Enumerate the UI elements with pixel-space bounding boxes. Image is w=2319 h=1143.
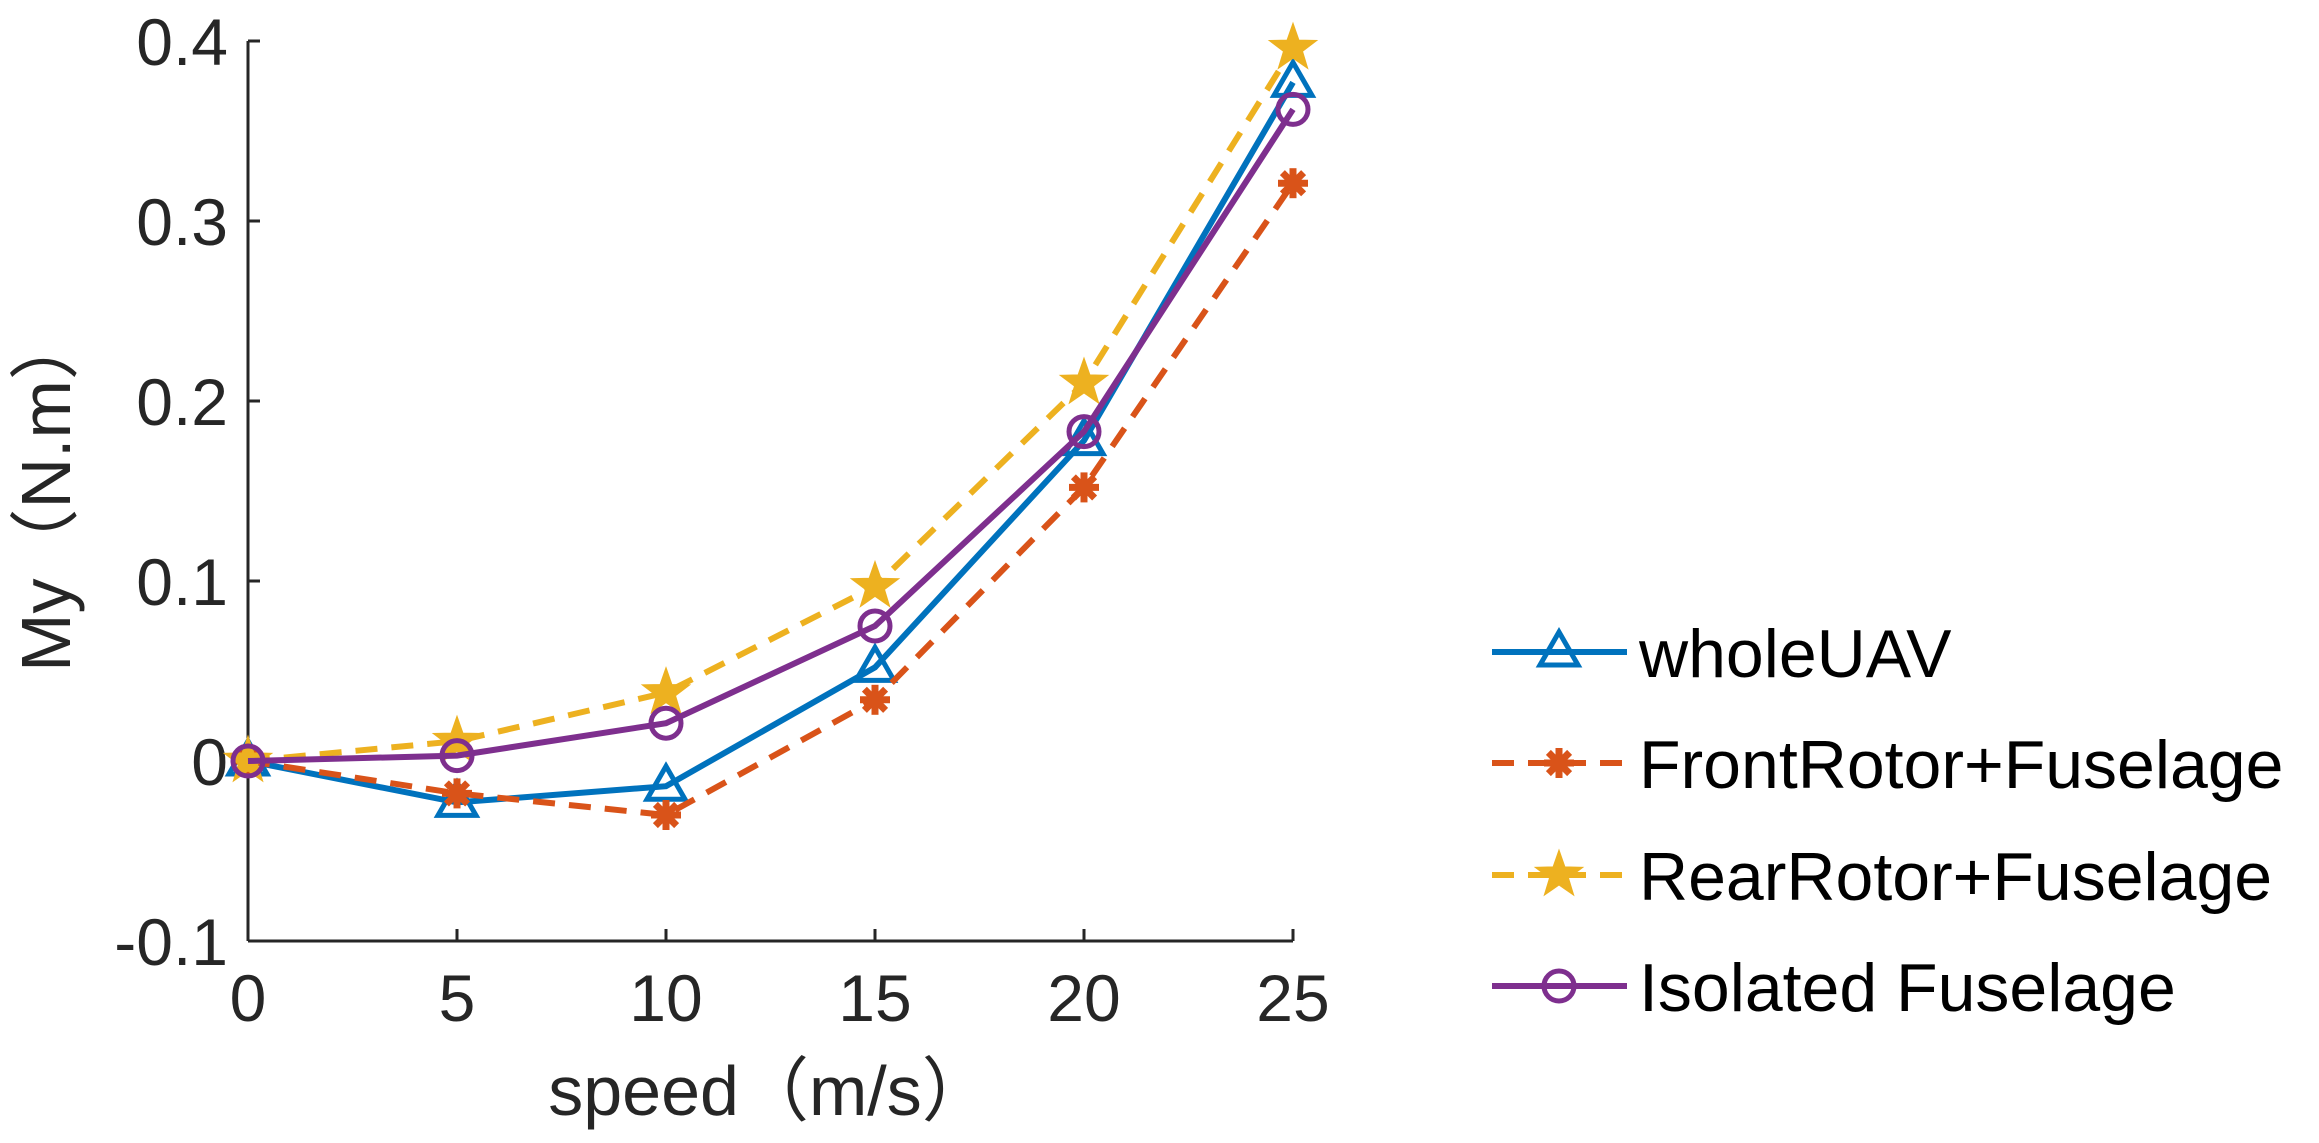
- legend-marker-asterisk-icon: [1544, 748, 1574, 778]
- legend-label: Isolated Fuselage: [1639, 950, 2176, 1026]
- data-point: [1066, 414, 1102, 450]
- data-point: [640, 666, 692, 715]
- series-line: [247, 107, 1296, 764]
- legend-marker-star-icon: [1533, 848, 1585, 897]
- data-point: [851, 642, 899, 683]
- x-tick-label: 20: [1047, 961, 1120, 1035]
- data-point: [849, 559, 901, 608]
- asterisk-stroke: [861, 686, 889, 713]
- series-line: [247, 80, 1296, 806]
- data-point: [439, 738, 475, 774]
- asterisk-stroke: [1070, 474, 1098, 501]
- legend-item: RearRotor+Fuselage: [1492, 839, 2272, 915]
- x-tick-label: 15: [838, 961, 911, 1035]
- series-group: [222, 21, 1319, 830]
- data-point: [651, 800, 681, 830]
- data-point: [642, 761, 690, 802]
- legend-marker-triangle-icon: [1535, 626, 1583, 668]
- y-axis-label: My（N.m）: [7, 310, 85, 672]
- axes: 0 5 10 15 20 25-0.100.10.20.30.4: [114, 5, 1329, 1035]
- x-tick-label: 0: [230, 961, 267, 1035]
- data-point: [1278, 168, 1308, 199]
- y-tick-label: 0.2: [136, 365, 228, 439]
- legend-label: wholeUAV: [1638, 616, 1952, 692]
- data-point: [442, 778, 472, 809]
- legend-label: RearRotor+Fuselage: [1639, 839, 2272, 915]
- y-tick-label: 0.3: [136, 185, 228, 259]
- data-point: [1069, 472, 1099, 503]
- data-point: [1275, 91, 1311, 127]
- y-tick-label: -0.1: [114, 905, 228, 979]
- legend-item: Isolated Fuselage: [1492, 950, 2176, 1026]
- asterisk-stroke: [652, 801, 680, 829]
- series-rearrotor-fuselage: [222, 21, 1319, 783]
- legend-item: wholeUAV: [1492, 616, 1952, 692]
- x-tick-label: 10: [629, 961, 702, 1035]
- series-line: [247, 46, 1296, 764]
- series-frontrotor-fuselage: [233, 168, 1308, 830]
- data-point: [1058, 356, 1110, 405]
- asterisk-stroke: [1279, 170, 1307, 197]
- asterisk-stroke: [443, 780, 471, 807]
- legend-label: FrontRotor+Fuselage: [1639, 727, 2283, 803]
- y-tick-label: 0.1: [136, 545, 228, 619]
- data-point: [860, 684, 890, 715]
- y-tick-label: 0.4: [136, 5, 228, 79]
- series-isolated-fuselage: [230, 91, 1311, 779]
- x-tick-label: 25: [1256, 961, 1329, 1035]
- x-tick-label: 5: [439, 961, 476, 1035]
- data-point: [1267, 21, 1319, 70]
- data-point: [230, 743, 266, 779]
- data-point: [648, 705, 684, 741]
- legend: wholeUAV FrontRotor+Fuselage RearRotor+Fus…: [1492, 616, 2283, 1026]
- series-wholeuav: [224, 57, 1317, 818]
- legend-marker-circle-icon: [1541, 968, 1577, 1004]
- y-tick-label: 0: [191, 725, 228, 799]
- legend-item: FrontRotor+Fuselage: [1492, 727, 2283, 803]
- x-axis-label: speed（m/s）: [548, 1052, 991, 1130]
- series-line: [247, 181, 1296, 819]
- asterisk-stroke: [1545, 749, 1573, 777]
- data-point: [857, 608, 893, 644]
